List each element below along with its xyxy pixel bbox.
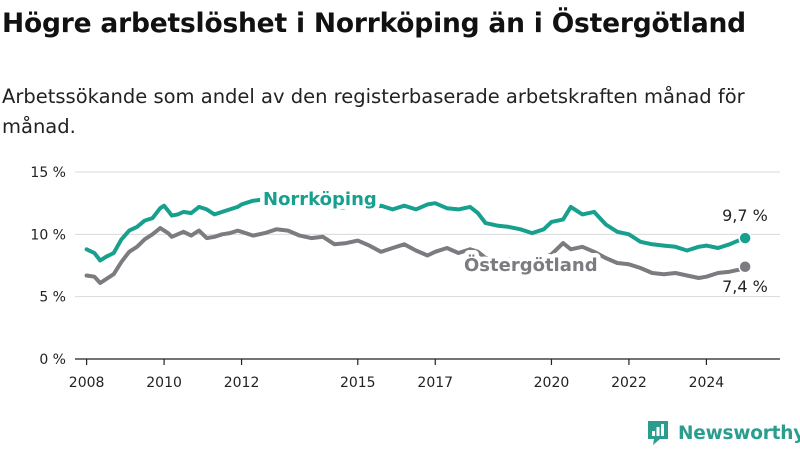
chart-subtitle: Arbetssökande som andel av den registerb…	[2, 85, 745, 138]
end-value-label-ostergotland: 7,4 %	[722, 277, 768, 296]
end-value-label-norrkoping: 9,7 %	[722, 206, 768, 225]
series-line-norrkoping	[84, 197, 748, 263]
series-endpoint-ostergotland	[738, 259, 752, 274]
x-tick-label: 2015	[340, 375, 376, 391]
x-tick-label: 2012	[224, 375, 260, 391]
series-label-ostergotland-halo: Östergötland	[464, 254, 598, 276]
y-tick-label: 5 %	[39, 290, 66, 306]
y-tick-label: 10 %	[30, 227, 66, 243]
series-label-ostergotland: Östergötland	[464, 254, 598, 276]
x-tick-label: 2020	[534, 375, 570, 391]
series-layer	[84, 197, 752, 285]
series-endpoint-norrkoping	[738, 231, 752, 245]
y-tick-label: 0 %	[39, 352, 66, 368]
series-line-ostergotland	[84, 226, 748, 285]
newsworthy-logo-icon	[648, 421, 668, 445]
x-tick-label: 2022	[611, 375, 647, 391]
series-label-norrkoping: Norrköping	[263, 189, 377, 210]
brand-logo[interactable]: Newsworthy	[646, 420, 800, 446]
x-tick-label: 2017	[417, 375, 453, 391]
series-label-norrkoping-halo: Norrköping	[263, 189, 377, 210]
chart-title: Högre arbetslöshet i Norrköping än i Öst…	[2, 8, 746, 39]
x-tick-label: 2008	[69, 375, 105, 391]
brand-name: Newsworthy	[678, 422, 800, 444]
axis-layer: 0 % 5 % 10 % 15 % 2008 2010 2012 2015 2017 2020 20…	[30, 165, 780, 391]
y-tick-label: 15 %	[30, 165, 66, 181]
x-tick-label: 2024	[689, 375, 725, 391]
x-tick-label: 2010	[146, 375, 182, 391]
